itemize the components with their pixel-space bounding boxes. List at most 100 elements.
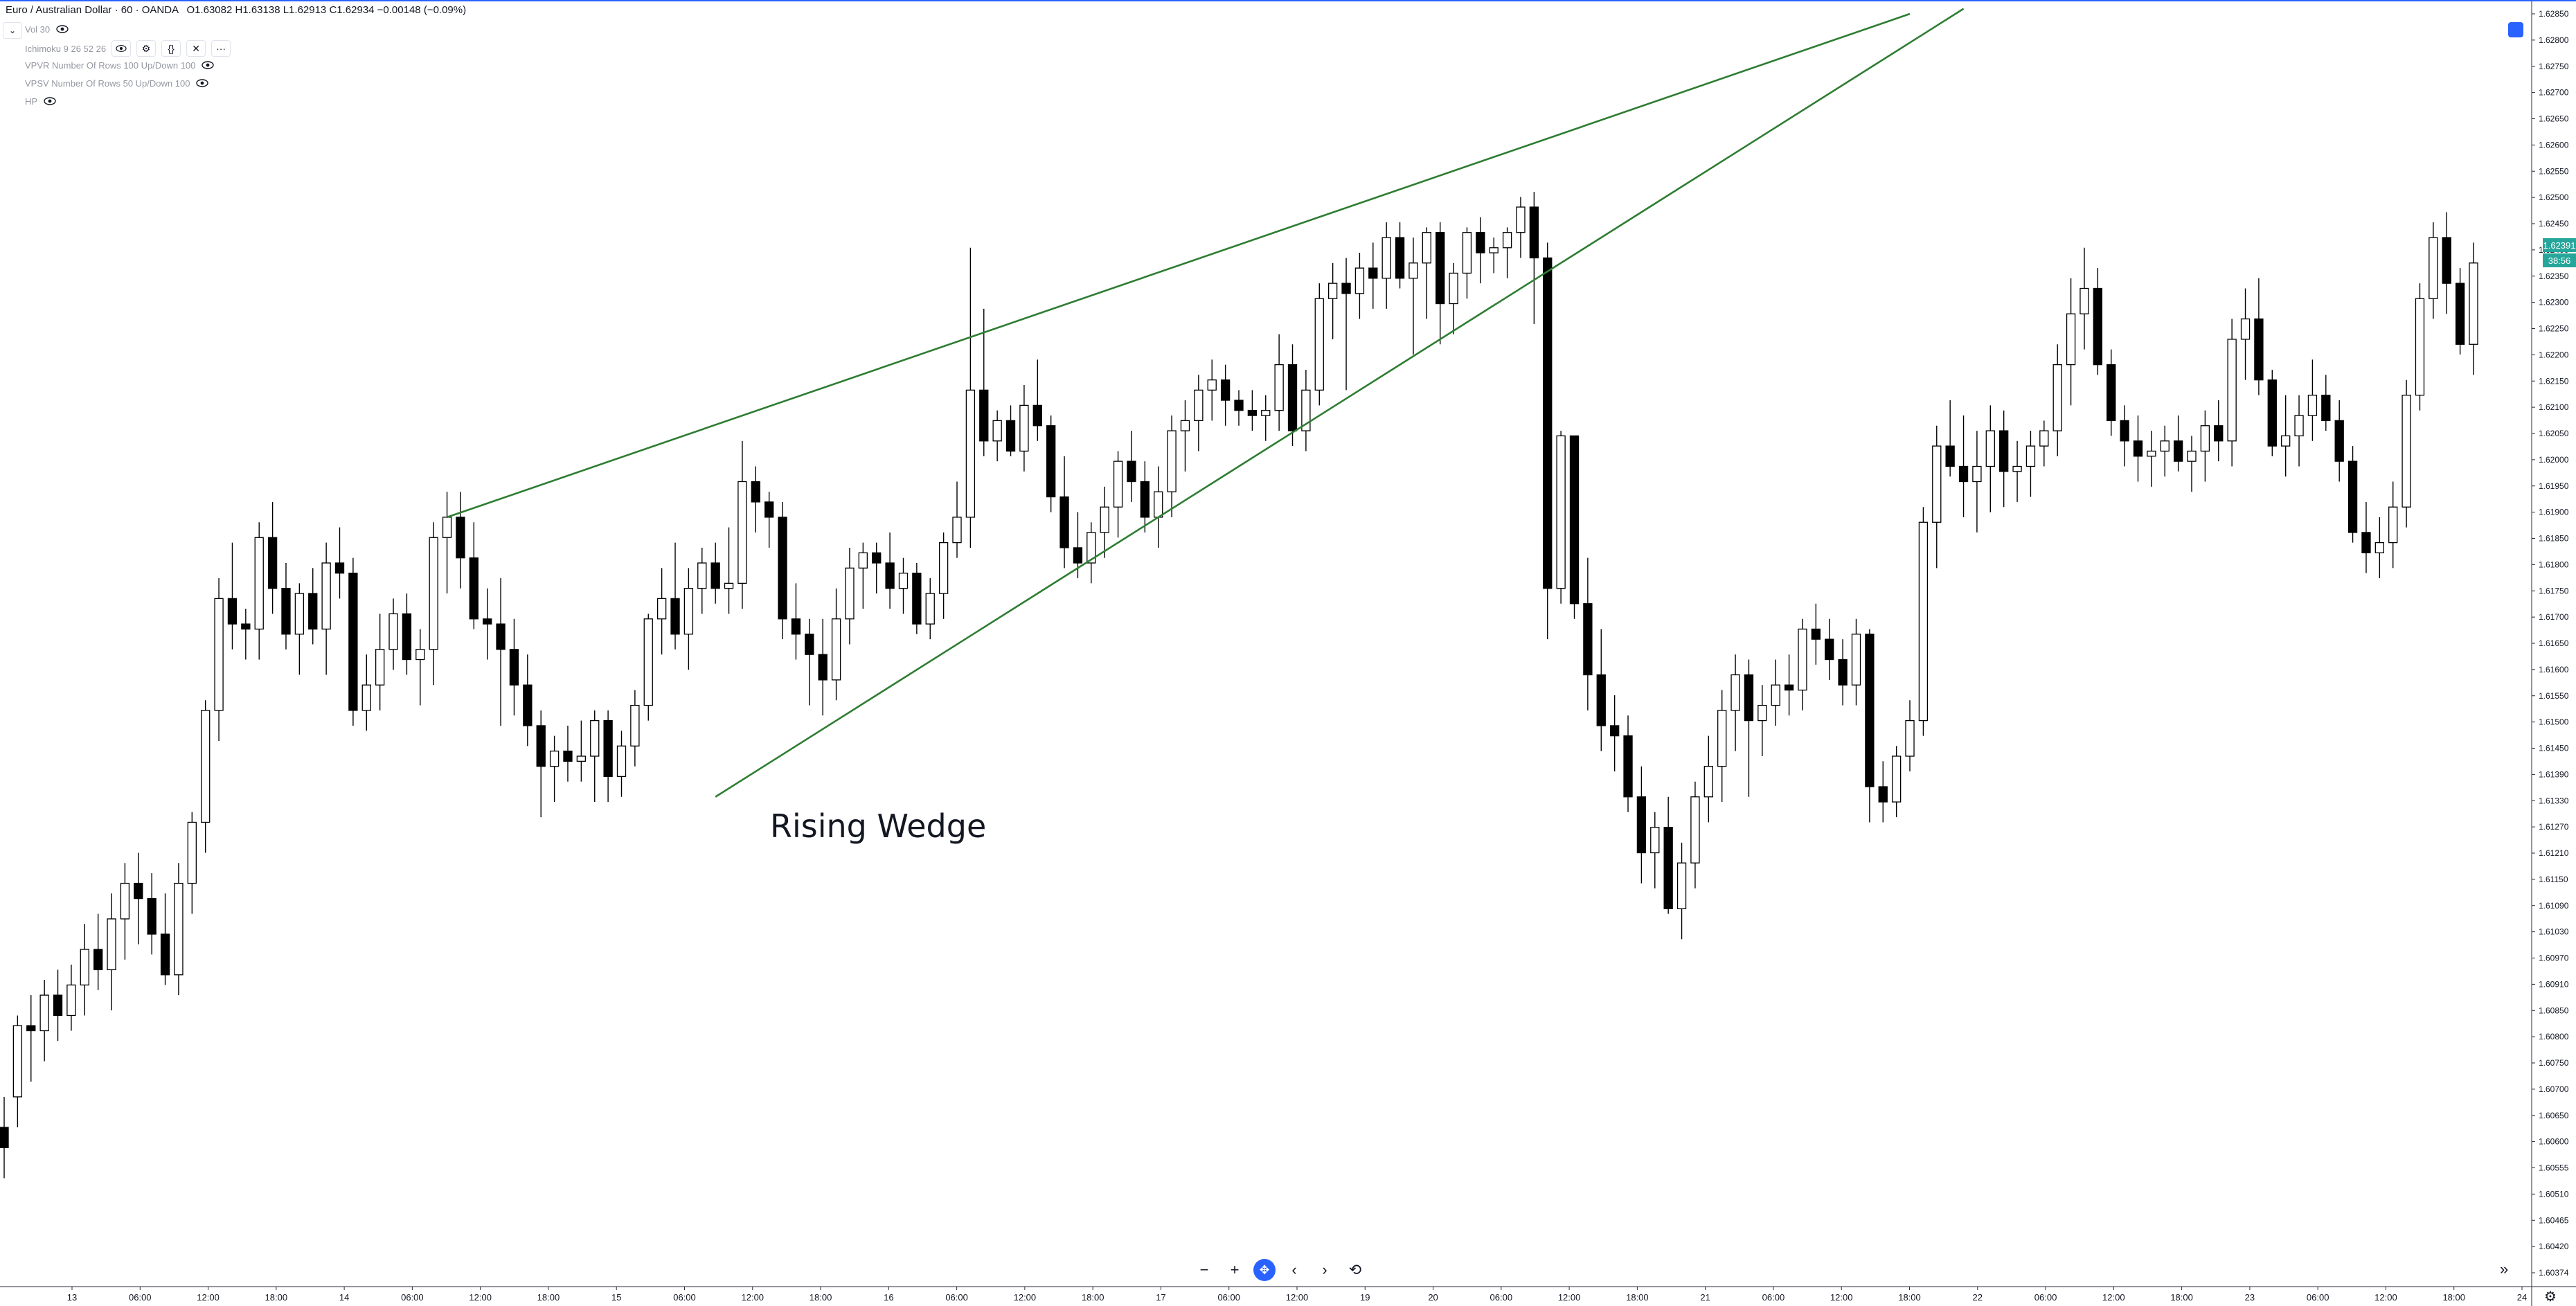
eye-icon[interactable] — [43, 96, 57, 107]
y-tick-label: 1.62500 — [2539, 193, 2569, 202]
candle-up — [254, 537, 264, 630]
candle-up — [831, 618, 841, 681]
scroll-left-button[interactable]: ‹ — [1291, 1261, 1297, 1278]
symbol-title[interactable]: Euro / Australian Dollar · 60 · OANDA — [6, 4, 179, 16]
candle-down — [1596, 674, 1606, 726]
y-tick-label: 1.60970 — [2539, 954, 2569, 963]
candle-up — [898, 573, 909, 589]
candle-down — [791, 618, 801, 635]
scroll-right-button[interactable]: › — [1322, 1261, 1327, 1278]
eye-icon[interactable] — [55, 24, 69, 35]
zoom-out-button[interactable]: − — [1199, 1261, 1209, 1278]
auto-scale-icon[interactable] — [2508, 22, 2523, 37]
candle-up — [1771, 684, 1780, 706]
candle-down — [1878, 786, 1888, 803]
candle-down — [1046, 425, 1056, 498]
x-tick-label: 21 — [1700, 1292, 1710, 1303]
candle-up — [2147, 450, 2156, 457]
y-tick-label: 1.60700 — [2539, 1084, 2569, 1094]
indicator-vpsv[interactable]: VPSV Number Of Rows 50 Up/Down 100 — [25, 78, 209, 89]
more-icon[interactable]: ··· — [211, 40, 231, 57]
eye-icon[interactable] — [111, 40, 132, 57]
candle-down — [670, 598, 680, 635]
candle-down — [912, 573, 922, 625]
candle-up — [1798, 628, 1807, 691]
x-tick-label: 13 — [67, 1292, 77, 1303]
candle-down — [751, 481, 760, 503]
y-tick-label: 1.61030 — [2539, 927, 2569, 937]
eye-icon[interactable] — [201, 60, 215, 71]
y-tick-label: 1.62000 — [2539, 455, 2569, 465]
candle-down — [281, 588, 291, 635]
candle-up — [1381, 237, 1391, 279]
candle-up — [1462, 232, 1472, 274]
candle-up — [1650, 827, 1660, 854]
candle-down — [160, 933, 170, 976]
y-tick-label: 1.61550 — [2539, 691, 2569, 701]
candle-down — [764, 501, 774, 518]
y-tick-label: 1.60800 — [2539, 1032, 2569, 1041]
candle-down — [1958, 465, 1969, 483]
indicator-ichimoku[interactable]: Ichimoku 9 26 52 26 ⚙ {} ✕ ··· — [25, 40, 231, 57]
scroll-to-end-button[interactable]: » — [2500, 1260, 2509, 1278]
x-tick-label: 06:00 — [1762, 1292, 1785, 1303]
candle-down — [979, 389, 989, 442]
candle-up — [2187, 450, 2197, 462]
candle-up — [616, 745, 627, 778]
candle-up — [187, 821, 197, 884]
rising-wedge-annotation[interactable]: Rising Wedge — [770, 807, 987, 845]
wedge-upper-trendline — [447, 12, 1911, 519]
x-tick-label: 12:00 — [2102, 1292, 2125, 1303]
indicator-hp[interactable]: HP — [25, 96, 57, 107]
candle-up — [630, 704, 640, 746]
candle-up — [2401, 395, 2411, 508]
candle-down — [2120, 420, 2129, 442]
candle-down — [1569, 435, 1580, 605]
candle-up — [388, 613, 398, 650]
remove-icon[interactable]: ✕ — [186, 40, 206, 57]
eye-icon[interactable] — [195, 78, 209, 89]
reset-chart-button[interactable]: ⟲ — [1348, 1261, 1362, 1278]
x-tick-label: 18:00 — [2442, 1292, 2465, 1303]
countdown-tag: 38:56 — [2543, 253, 2576, 267]
collapse-indicators-button[interactable]: ⌄ — [3, 22, 22, 39]
candle-up — [2388, 506, 2398, 544]
candle-down — [2267, 379, 2277, 447]
candle-down — [1341, 283, 1351, 294]
y-tick-label: 1.61800 — [2539, 560, 2569, 569]
x-tick-label: 06:00 — [2307, 1292, 2329, 1303]
candle-up — [1932, 445, 1942, 523]
candle-up — [1851, 634, 1861, 686]
settings-icon[interactable]: ⚙ — [136, 40, 156, 57]
x-tick-label: 17 — [1156, 1292, 1165, 1303]
candle-up — [39, 994, 49, 1032]
candle-down — [93, 949, 103, 971]
x-tick-label: 18:00 — [1082, 1292, 1104, 1303]
candle-up — [1905, 719, 1915, 757]
x-tick-label: 06:00 — [2034, 1292, 2057, 1303]
candle-down — [456, 517, 465, 559]
candle-up — [1113, 460, 1123, 508]
candle-up — [1502, 232, 1512, 249]
ohlc-values: O1.63082 H1.63138 L1.62913 C1.62934 −0.0… — [186, 4, 467, 16]
zoom-in-button[interactable]: + — [1230, 1261, 1240, 1278]
source-code-icon[interactable]: {} — [161, 40, 181, 57]
fit-chart-button[interactable]: ✥ — [1253, 1259, 1276, 1281]
y-tick-label: 1.61700 — [2539, 612, 2569, 622]
candle-down — [469, 557, 478, 620]
gear-icon[interactable]: ⚙ — [2544, 1289, 2557, 1305]
indicator-volume[interactable]: Vol 30 — [25, 24, 69, 35]
candle-down — [1784, 684, 1794, 691]
indicator-vpvr[interactable]: VPVR Number Of Rows 100 Up/Down 100 — [25, 60, 215, 71]
y-tick-label: 1.61900 — [2539, 508, 2569, 517]
x-tick-label: 23 — [2245, 1292, 2255, 1303]
candle-up — [1690, 796, 1700, 864]
candle-up — [1100, 506, 1109, 533]
candle-down — [26, 1025, 36, 1032]
y-tick-label: 1.61450 — [2539, 744, 2569, 753]
candle-down — [710, 562, 720, 589]
candle-up — [737, 481, 747, 584]
candle-down — [1543, 257, 1553, 589]
x-tick-label: 24 — [2517, 1292, 2527, 1303]
